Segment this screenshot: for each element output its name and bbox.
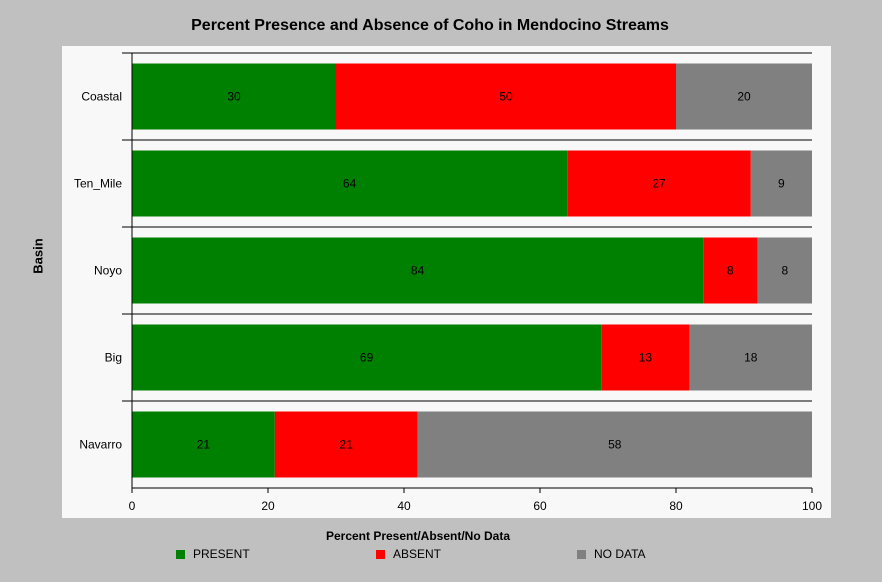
bar-navarro-absent — [274, 411, 418, 478]
bar-navarro-present — [132, 411, 275, 478]
data-label-big-no-data: 18 — [744, 351, 758, 365]
data-label-coastal-no-data: 20 — [737, 90, 751, 104]
data-label-coastal-present: 30 — [227, 90, 241, 104]
chart-title: Percent Presence and Absence of Coho in … — [191, 17, 669, 34]
legend-label-absent: ABSENT — [393, 547, 442, 561]
bar-noyo-no-data — [757, 237, 812, 304]
data-label-navarro-absent: 21 — [340, 438, 354, 452]
x-tick-label: 60 — [533, 499, 547, 513]
legend-swatch-absent — [376, 549, 385, 559]
bar-noyo-present — [132, 237, 704, 304]
x-tick-label: 100 — [802, 499, 822, 513]
bar-navarro-no-data — [417, 411, 812, 478]
x-tick-label: 20 — [261, 499, 275, 513]
bar-big-no-data — [689, 324, 812, 391]
bar-coastal-present — [132, 63, 336, 130]
x-tick-label: 80 — [669, 499, 683, 513]
legend-item-absent: ABSENT — [376, 547, 441, 561]
category-label: Big — [105, 351, 122, 365]
bar-noyo-absent — [703, 237, 758, 304]
bar-big-present — [132, 324, 602, 391]
data-label-noyo-present: 84 — [411, 264, 425, 278]
data-label-ten-mile-present: 64 — [343, 177, 357, 191]
x-axis-title: Percent Present/Absent/No Data — [325, 529, 511, 543]
legend-label-no-data: NO DATA — [594, 547, 646, 561]
data-label-coastal-absent: 50 — [499, 90, 513, 104]
data-label-noyo-no-data: 8 — [781, 264, 788, 278]
data-label-big-present: 69 — [360, 351, 374, 365]
category-label: Noyo — [94, 264, 122, 278]
bar-big-absent — [601, 324, 690, 391]
data-label-noyo-absent: 8 — [727, 264, 734, 278]
bar-ten-mile-no-data — [750, 150, 812, 217]
y-axis-title: Basin — [30, 238, 46, 274]
bar-coastal-no-data — [676, 63, 812, 130]
data-label-big-absent: 13 — [639, 351, 653, 365]
x-tick-label: 40 — [397, 499, 411, 513]
category-label: Coastal — [81, 90, 122, 104]
legend-item-present: PRESENT — [176, 547, 250, 561]
data-label-ten-mile-absent: 27 — [652, 177, 666, 191]
legend-swatch-no-data — [577, 549, 586, 559]
data-label-navarro-no-data: 58 — [608, 438, 622, 452]
bar-ten-mile-absent — [567, 150, 751, 217]
category-label: Ten_Mile — [74, 177, 122, 191]
legend-item-no-data: NO DATA — [577, 547, 646, 561]
legend-swatch-present — [176, 549, 185, 559]
data-label-ten-mile-no-data: 9 — [778, 177, 785, 191]
bar-ten-mile-present — [132, 150, 568, 217]
bar-coastal-absent — [336, 63, 676, 130]
x-tick-label: 0 — [129, 499, 136, 513]
legend-label-present: PRESENT — [193, 547, 250, 561]
category-label: Navarro — [79, 438, 122, 452]
data-label-navarro-present: 21 — [197, 438, 211, 452]
